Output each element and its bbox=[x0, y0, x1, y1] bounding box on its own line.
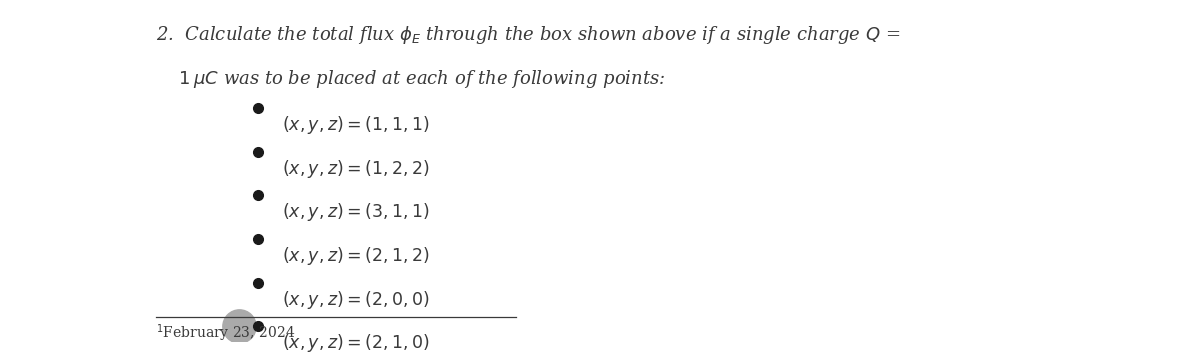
Text: $(x,y,z) = (2,1,2)$: $(x,y,z) = (2,1,2)$ bbox=[282, 245, 430, 267]
Text: $1\,\mu C$ was to be placed at each of the following points:: $1\,\mu C$ was to be placed at each of t… bbox=[156, 68, 666, 90]
Text: 2.  Calculate the total flux $\phi_E$ through the box shown above if a single ch: 2. Calculate the total flux $\phi_E$ thr… bbox=[156, 24, 900, 46]
Text: $(x,y,z) = (2,0,0)$: $(x,y,z) = (2,0,0)$ bbox=[282, 289, 430, 311]
Text: $(x,y,z) = (3,1,1)$: $(x,y,z) = (3,1,1)$ bbox=[282, 201, 430, 224]
Text: $(x,y,z) = (2,1,0)$: $(x,y,z) = (2,1,0)$ bbox=[282, 333, 430, 354]
Text: $(x,y,z) = (1,1,1)$: $(x,y,z) = (1,1,1)$ bbox=[282, 114, 430, 136]
Text: $^1$February 23, 2024: $^1$February 23, 2024 bbox=[156, 322, 295, 344]
Text: $(x,y,z) = (1,2,2)$: $(x,y,z) = (1,2,2)$ bbox=[282, 158, 430, 180]
